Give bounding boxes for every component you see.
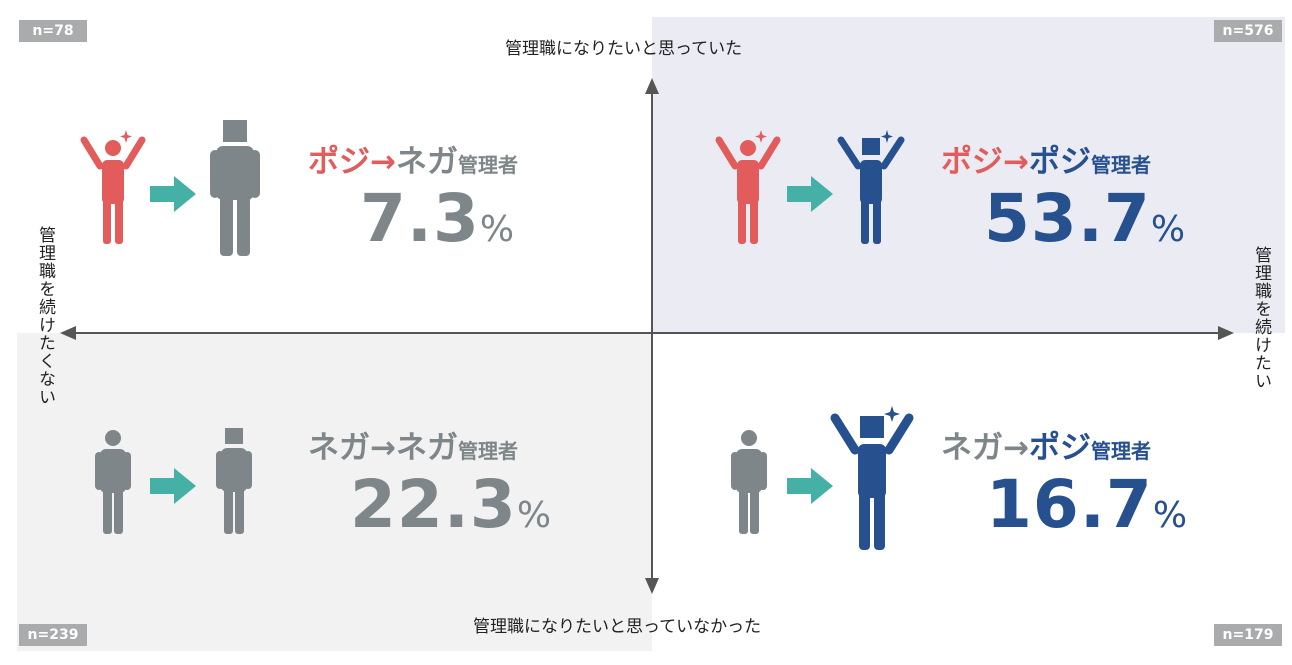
n-badge-top-right: n=576 [1214, 20, 1282, 42]
arrow-right-icon [787, 468, 833, 504]
percent-value: 53.7 [984, 180, 1151, 257]
n-badge-bottom-right: n=179 [1214, 624, 1282, 646]
n-badge-bottom-left: n=239 [19, 624, 87, 646]
from-label: ネガ [941, 430, 1003, 466]
title-suffix: 管理者 [1090, 153, 1151, 177]
arrow-right-icon [787, 176, 833, 212]
bottom-right-value: 16.7% [986, 466, 1187, 543]
top-right-value: 53.7% [984, 180, 1185, 257]
percent-unit: % [1150, 209, 1186, 250]
axis-label-top: 管理職になりたいと思っていた [505, 39, 743, 59]
axis-label-bottom: 管理職になりたいと思っていなかった [473, 617, 762, 637]
from-label: ポジ [308, 144, 370, 180]
percent-value: 7.3 [360, 180, 480, 257]
to-label: ポジ [1028, 144, 1091, 180]
top-left-value: 7.3% [360, 180, 514, 257]
percent-unit: % [1152, 495, 1188, 536]
axis-label-left: 管理職を続けたくない [35, 226, 55, 406]
from-label: ネガ [308, 430, 370, 466]
to-label: ネガ [395, 430, 458, 466]
arrow-right-icon [150, 176, 196, 212]
percent-value: 22.3 [350, 466, 517, 543]
person-standing-negative-icon [216, 428, 252, 534]
transition-arrow: → [370, 144, 396, 180]
to-label: ネガ [395, 144, 458, 180]
bottom-left-value: 22.3% [350, 466, 551, 543]
transition-arrow: → [370, 430, 396, 466]
top-left-title: ポジ→ネガ管理者 [308, 136, 518, 181]
title-suffix: 管理者 [457, 439, 518, 463]
bottom-right-title: ネガ→ポジ管理者 [941, 422, 1151, 467]
to-label: ポジ [1028, 430, 1091, 466]
title-suffix: 管理者 [1090, 439, 1151, 463]
axis-label-right: 管理職を続けたい [1251, 246, 1271, 390]
n-badge-top-left: n=78 [19, 20, 87, 42]
person-raised-arms-blue-icon [830, 406, 914, 550]
transition-arrow: → [1003, 430, 1029, 466]
bottom-left-title: ネガ→ネガ管理者 [308, 422, 518, 467]
title-suffix: 管理者 [457, 153, 518, 177]
transition-arrow: → [1003, 144, 1029, 180]
person-standing-negative-icon [731, 430, 767, 534]
person-raised-arms-positive-icon [80, 130, 146, 244]
top-right-title: ポジ→ポジ管理者 [941, 136, 1151, 181]
percent-unit: % [516, 495, 552, 536]
arrow-right-icon [150, 468, 196, 504]
percent-unit: % [479, 209, 515, 250]
person-standing-negative-icon [210, 120, 260, 256]
person-standing-negative-icon [95, 430, 131, 534]
person-raised-arms-positive-icon [715, 130, 781, 244]
percent-value: 16.7 [986, 466, 1153, 543]
person-raised-arms-blue-icon [837, 130, 905, 244]
from-label: ポジ [941, 144, 1003, 180]
